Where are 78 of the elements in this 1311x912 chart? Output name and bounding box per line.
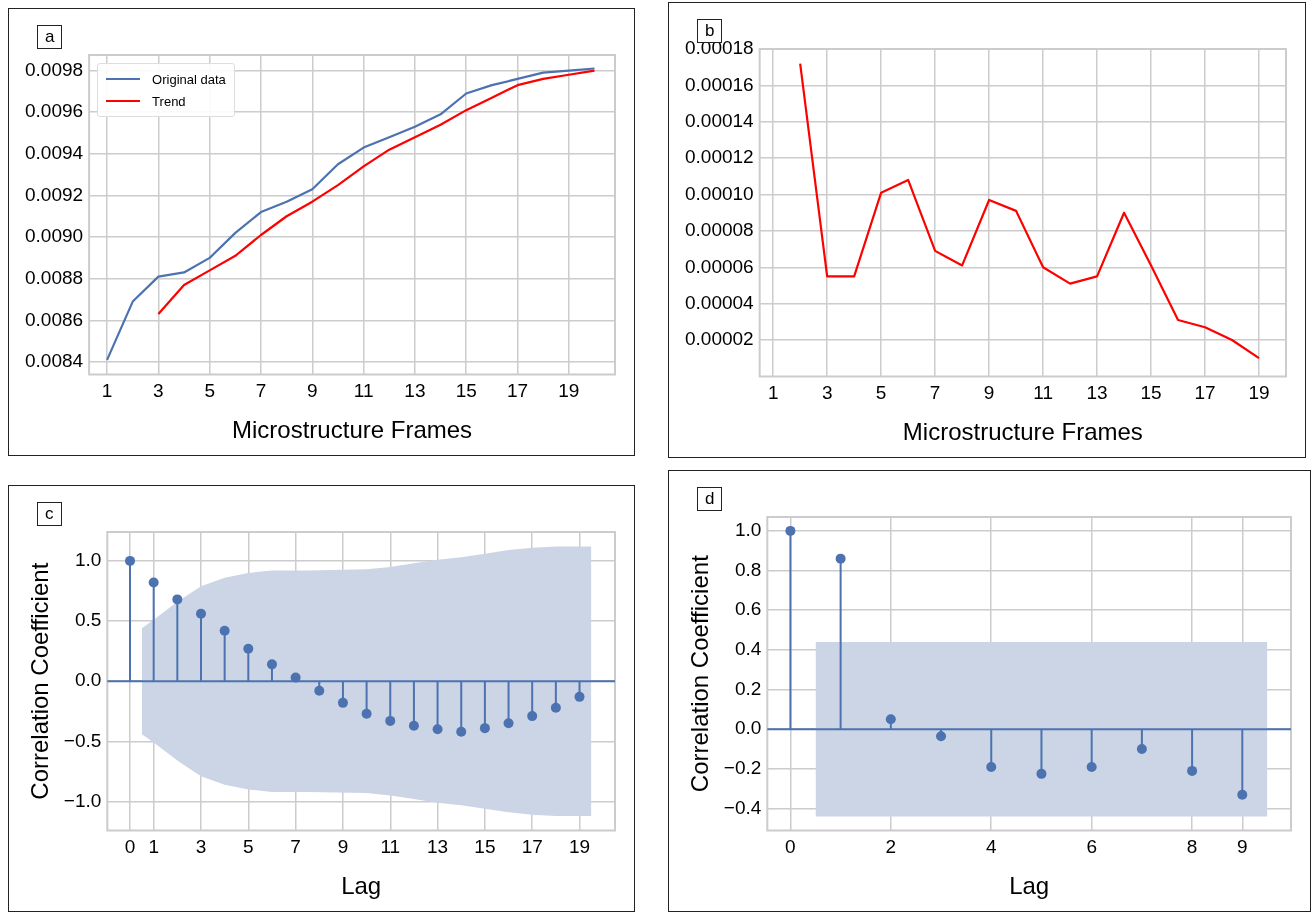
x-tick-label: 17 bbox=[521, 836, 543, 858]
x-tick-label: 17 bbox=[506, 380, 529, 402]
x-tick-label: 5 bbox=[243, 836, 254, 858]
x-axis-title: Microstructure Frames bbox=[902, 418, 1143, 446]
x-tick-label: 8 bbox=[1186, 836, 1198, 858]
y-tick-label: 0.8 bbox=[734, 558, 762, 580]
x-tick-label: 3 bbox=[195, 836, 207, 858]
x-tick-label: 3 bbox=[153, 380, 164, 402]
x-tick-label: 19 bbox=[568, 836, 591, 858]
x-tick-label: 9 bbox=[307, 380, 318, 402]
text: b bbox=[697, 19, 723, 43]
y-tick-label: 0.0090 bbox=[24, 225, 84, 247]
y-tick-label: 0.5 bbox=[74, 609, 102, 631]
y-tick-label: 1.0 bbox=[734, 519, 762, 541]
y-tick-label: 0.0094 bbox=[24, 142, 84, 164]
y-tick-label: 0.2 bbox=[734, 677, 762, 699]
x-tick-label: 1 bbox=[101, 380, 113, 402]
text: c bbox=[37, 502, 62, 526]
y-axis-title: Correlation Coefficient bbox=[26, 562, 54, 800]
y-axis-title: Correlation Coefficient bbox=[686, 554, 714, 793]
y-tick-label: 0.0 bbox=[734, 717, 762, 739]
y-tick-label: 0.00006 bbox=[684, 255, 754, 277]
y-tick-label: −0.4 bbox=[723, 796, 762, 818]
x-tick-label: 11 bbox=[353, 380, 374, 402]
y-tick-label: 0.4 bbox=[734, 638, 762, 660]
x-axis-title: Microstructure Frames bbox=[232, 416, 473, 444]
x-tick-label: 7 bbox=[255, 380, 267, 402]
legend-label: Original data bbox=[152, 71, 226, 87]
x-tick-label: 0 bbox=[785, 836, 796, 858]
x-tick-label: 19 bbox=[558, 380, 580, 402]
x-tick-label: 13 bbox=[404, 380, 426, 402]
x-tick-label: 6 bbox=[1086, 836, 1097, 858]
text: a bbox=[37, 25, 63, 49]
y-tick-label: 0.0092 bbox=[24, 183, 84, 205]
x-tick-label: 19 bbox=[1248, 382, 1270, 404]
x-tick-label: 1 bbox=[148, 836, 159, 858]
y-tick-label: −0.2 bbox=[723, 757, 762, 779]
y-tick-label: 0.0086 bbox=[24, 308, 84, 330]
y-tick-label: 0.00012 bbox=[684, 146, 754, 168]
x-axis-title: Lag bbox=[1009, 872, 1050, 900]
x-tick-label: 13 bbox=[1086, 382, 1108, 404]
y-tick-label: 0.00016 bbox=[684, 73, 754, 95]
y-tick-label: 0.00014 bbox=[684, 109, 755, 131]
y-tick-label: 0.0096 bbox=[24, 100, 84, 122]
y-tick-label: 0.0088 bbox=[24, 266, 84, 288]
x-tick-label: 17 bbox=[1194, 382, 1216, 404]
x-tick-label: 15 bbox=[474, 836, 496, 858]
y-tick-label: −0.5 bbox=[63, 729, 102, 751]
y-tick-label: 0.00004 bbox=[684, 291, 755, 313]
x-tick-label: 5 bbox=[875, 382, 887, 404]
x-tick-label: 11 bbox=[380, 836, 401, 858]
legend-label: Trend bbox=[152, 93, 186, 109]
y-tick-label: 0.6 bbox=[734, 598, 762, 620]
y-tick-label: −1.0 bbox=[63, 789, 102, 811]
x-tick-label: 13 bbox=[427, 836, 449, 858]
x-axis-title: Lag bbox=[341, 872, 382, 900]
x-tick-label: 15 bbox=[1140, 382, 1162, 404]
x-tick-label: 2 bbox=[885, 836, 897, 858]
x-tick-label: 15 bbox=[455, 380, 477, 402]
x-tick-label: 3 bbox=[821, 382, 833, 404]
y-tick-label: 0.00010 bbox=[684, 182, 754, 204]
y-tick-label: 0.0098 bbox=[24, 58, 84, 80]
y-tick-label: 1.0 bbox=[74, 549, 102, 571]
x-tick-label: 7 bbox=[290, 836, 301, 858]
x-tick-label: 9 bbox=[337, 836, 349, 858]
x-tick-label: 4 bbox=[985, 836, 997, 858]
x-tick-label: 9 bbox=[1237, 836, 1248, 858]
x-tick-label: 7 bbox=[929, 382, 941, 404]
y-tick-label: 0.0084 bbox=[24, 350, 84, 372]
text: d bbox=[697, 487, 723, 511]
x-tick-label: 0 bbox=[124, 836, 136, 858]
y-tick-label: 0.00008 bbox=[684, 219, 754, 241]
x-tick-label: 1 bbox=[767, 382, 779, 404]
x-tick-label: 5 bbox=[204, 380, 215, 402]
x-tick-label: 11 bbox=[1033, 382, 1053, 404]
y-tick-label: 0.00002 bbox=[684, 328, 754, 350]
x-tick-label: 9 bbox=[983, 382, 995, 404]
y-tick-label: 0.0 bbox=[74, 669, 102, 691]
